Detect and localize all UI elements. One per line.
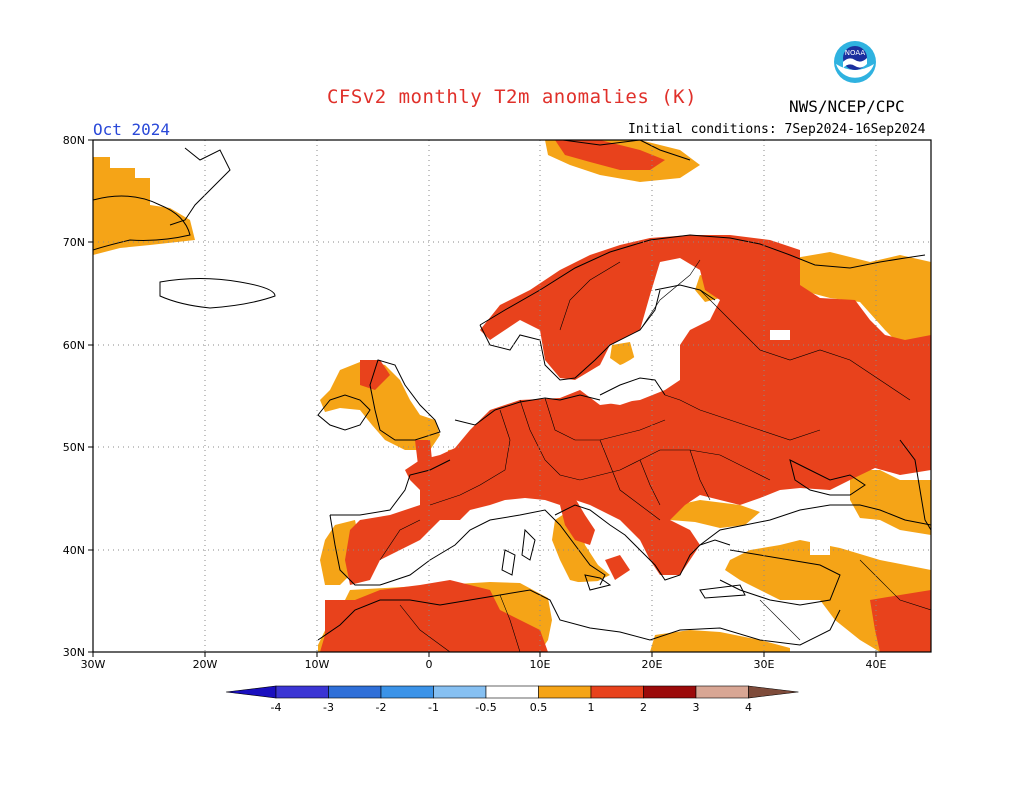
agency-label: NWS/NCEP/CPC xyxy=(789,97,905,116)
lon-label: 10E xyxy=(530,658,551,671)
lat-label: 30N xyxy=(63,646,85,659)
forecast-month: Oct 2024 xyxy=(93,120,171,139)
lat-label: 40N xyxy=(63,544,85,557)
chart-title: CFSv2 monthly T2m anomalies (K) xyxy=(326,86,698,108)
colorbar-label: 4 xyxy=(745,701,752,714)
lon-label: 10W xyxy=(305,658,330,671)
colorbar-label: -3 xyxy=(323,701,334,714)
colorbar-label: 0.5 xyxy=(530,701,548,714)
colorbar-segment xyxy=(538,685,592,699)
colorbar-segment xyxy=(485,685,539,699)
lon-label: 20W xyxy=(193,658,218,671)
map-frame xyxy=(92,139,932,653)
initial-conditions: Initial conditions: 7Sep2024-16Sep2024 xyxy=(628,122,926,137)
country-borders xyxy=(379,259,931,652)
colorbar-label: -0.5 xyxy=(475,701,496,714)
colorbar-arrow-high xyxy=(748,685,799,699)
lat-label: 80N xyxy=(63,134,85,147)
colorbar-label: 2 xyxy=(640,701,647,714)
colorbar-label: -2 xyxy=(376,701,387,714)
map-area xyxy=(93,140,931,652)
noaa-logo-icon: NOAA xyxy=(834,41,876,83)
anomaly-red-regions xyxy=(320,140,931,652)
lon-label: 30W xyxy=(81,658,106,671)
colorbar: -4 -3 -2 -1 -0.5 0.5 1 2 3 4 xyxy=(225,685,799,714)
coastlines xyxy=(93,140,931,646)
colorbar-label: -4 xyxy=(271,701,282,714)
lat-label: 70N xyxy=(63,236,85,249)
colorbar-segment xyxy=(380,685,434,699)
lon-labels: 30W 20W 10W 0 10E 20E 30E 40E xyxy=(81,658,887,671)
colorbar-segment xyxy=(643,685,697,699)
colorbar-arrow-low xyxy=(225,685,277,699)
colorbar-segment xyxy=(275,685,329,699)
lat-labels: 80N 70N 60N 50N 40N 30N xyxy=(63,134,85,659)
lat-label: 60N xyxy=(63,339,85,352)
colorbar-segment xyxy=(695,685,749,699)
axis-ticks xyxy=(88,139,877,657)
lat-label: 50N xyxy=(63,441,85,454)
colorbar-label: 1 xyxy=(588,701,595,714)
anomaly-neutral-patches xyxy=(440,280,855,632)
colorbar-segment xyxy=(590,685,644,699)
lon-label: 40E xyxy=(866,658,887,671)
colorbar-label: 3 xyxy=(693,701,700,714)
lon-label: 30E xyxy=(754,658,775,671)
colorbar-segment xyxy=(328,685,382,699)
colorbar-label: -1 xyxy=(428,701,439,714)
lon-label: 0 xyxy=(426,658,433,671)
map-gridlines xyxy=(93,140,931,652)
colorbar-segment xyxy=(433,685,487,699)
logo-text: NOAA xyxy=(845,49,866,57)
lon-label: 20E xyxy=(642,658,663,671)
